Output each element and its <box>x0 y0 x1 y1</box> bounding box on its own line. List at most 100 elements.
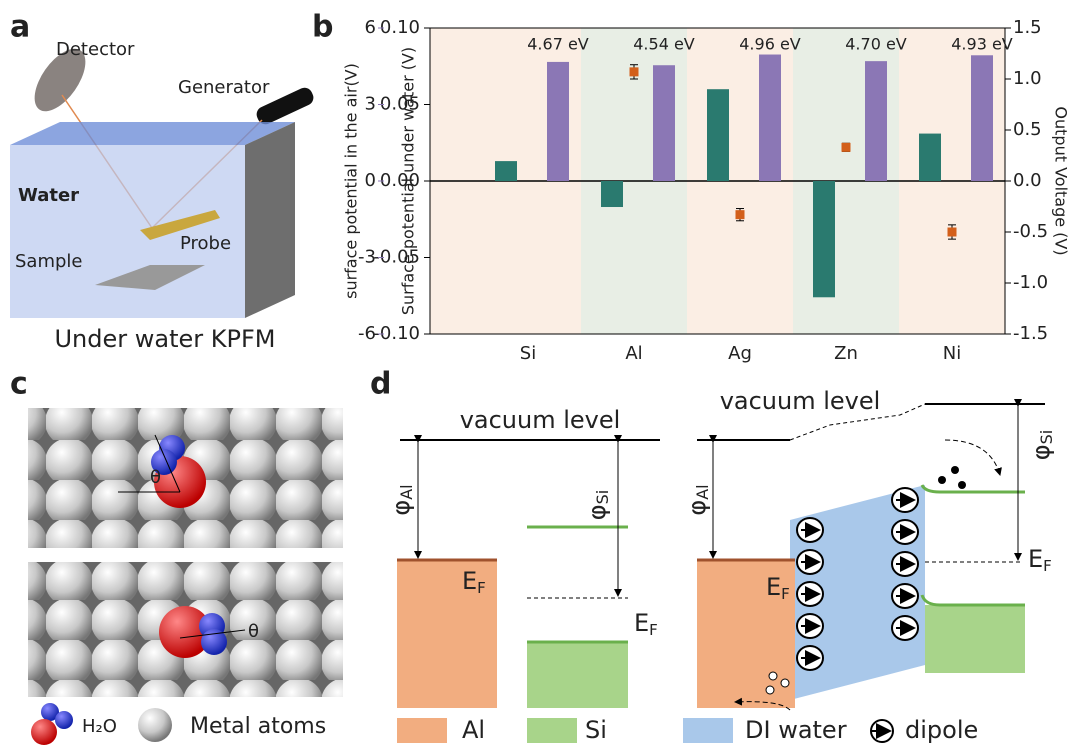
bar <box>759 54 781 181</box>
al-block <box>397 560 497 708</box>
label: φSi <box>583 490 612 520</box>
y2-tick-label: -1.5 <box>1013 323 1048 344</box>
subscript: Si <box>1037 430 1056 445</box>
label: Probe <box>180 233 231 254</box>
panel-label: c <box>10 367 28 402</box>
label: EF <box>462 567 486 597</box>
bar <box>865 61 887 181</box>
symbol: E <box>1028 545 1043 573</box>
x-tick-label: Si <box>520 343 536 364</box>
sample-icon <box>95 265 205 290</box>
panel-b: b -0.10 -0.05 0.00 0.05 0.10 -6 -3 0 3 6 -1.5 -1.0 -… <box>312 10 1071 365</box>
label: vacuum level <box>720 387 881 415</box>
value-label: 4.67 eV <box>527 35 589 54</box>
panel-d: d vacuum level φAl φSi EF EF vacuum leve… <box>370 367 1056 745</box>
bar <box>601 181 623 208</box>
dipoles <box>796 487 919 671</box>
symbol: E <box>634 609 649 637</box>
y-tick-label: 0.10 <box>380 17 420 38</box>
bar <box>495 161 517 181</box>
point <box>947 227 957 237</box>
water-region <box>790 485 925 700</box>
label: φSi <box>1027 430 1056 460</box>
legend-label: Si <box>585 716 607 744</box>
legend-label: dipole <box>905 716 978 744</box>
y-label: Surface potential under water (V) <box>399 47 418 315</box>
symbol: E <box>462 567 477 595</box>
angle-line <box>179 629 246 639</box>
point <box>629 67 639 77</box>
band-line <box>920 484 1025 494</box>
panel-label: b <box>312 10 333 45</box>
panel-label: d <box>370 367 391 402</box>
panel-a: a Detector Generator Water Probe Sample … <box>10 10 314 353</box>
panel-c: c θ θ H₂O Metal atoms <box>10 367 343 745</box>
y3-tick-label: -3 <box>358 247 376 268</box>
legend-label: DI water <box>745 716 847 744</box>
bar <box>653 65 675 181</box>
y2-tick-label: 0.0 <box>1013 170 1042 191</box>
subscript: F <box>1043 557 1052 575</box>
point <box>841 142 851 152</box>
x-tick-label: Ag <box>728 343 752 364</box>
subscript: Al <box>397 484 416 499</box>
water-front <box>10 145 245 318</box>
y3-tick-label: 0 <box>365 170 376 191</box>
label: EF <box>634 609 658 639</box>
legend-label: Al <box>462 716 485 744</box>
symbol: φ <box>387 500 415 516</box>
bar <box>919 133 941 181</box>
x-tick-label: Zn <box>834 343 858 364</box>
theta: θ <box>150 467 161 488</box>
hole <box>768 671 778 681</box>
hole <box>765 685 775 695</box>
label: EF <box>1028 545 1052 575</box>
oxygen <box>159 606 211 658</box>
bar <box>547 61 569 181</box>
si-block <box>527 642 628 708</box>
label: Water <box>18 185 79 206</box>
y2-tick-label: -0.5 <box>1013 221 1048 242</box>
legend-icon <box>138 708 172 742</box>
si-block <box>925 605 1025 673</box>
y3-tick-label: 6 <box>365 17 376 38</box>
symbol: φ <box>683 500 711 516</box>
angle-line <box>154 434 181 493</box>
electron <box>938 476 946 484</box>
value-label: 4.70 eV <box>845 35 907 54</box>
probe-icon <box>140 210 220 240</box>
y-tick-label: 0.05 <box>380 94 420 115</box>
legend-label: H₂O <box>82 716 117 737</box>
y-tick-label: -0.10 <box>373 323 420 344</box>
bar <box>971 55 993 181</box>
hydrogen <box>201 629 227 655</box>
subscript: Si <box>593 490 612 505</box>
point <box>735 210 745 220</box>
symbol: φ <box>583 504 611 520</box>
value-label: 4.96 eV <box>739 35 801 54</box>
bar <box>813 181 835 298</box>
y-tick-label: 0.00 <box>380 170 420 191</box>
symbol: φ <box>1027 444 1055 460</box>
subscript: F <box>781 585 790 603</box>
legend-swatch <box>527 718 577 743</box>
water-side <box>245 122 295 318</box>
legend-icon <box>55 711 73 729</box>
label: φAl <box>387 484 416 515</box>
label: Detector <box>56 39 135 60</box>
panel-label: a <box>10 10 30 45</box>
label: vacuum level <box>460 406 621 434</box>
bar <box>707 89 729 181</box>
arrow <box>944 439 1002 476</box>
y2-tick-label: 1.0 <box>1013 68 1042 89</box>
y3-label: surface potential in the air(V) <box>342 63 361 299</box>
water-top <box>10 122 295 145</box>
y2-tick-label: 0.5 <box>1013 119 1042 140</box>
arrow <box>734 697 791 711</box>
hole <box>780 678 790 688</box>
vacuum-bend <box>789 403 926 441</box>
caption: Under water KPFM <box>54 325 275 353</box>
subscript: F <box>649 621 658 639</box>
label: EF <box>766 573 790 603</box>
